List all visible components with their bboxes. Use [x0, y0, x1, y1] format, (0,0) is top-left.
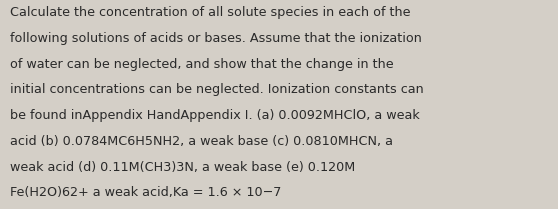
Text: weak acid (d) 0.11M(CH3)3N, a weak base (e) 0.120M: weak acid (d) 0.11M(CH3)3N, a weak base … [10, 161, 355, 173]
Text: initial concentrations can be neglected. Ionization constants can: initial concentrations can be neglected.… [10, 83, 424, 96]
Text: acid (b) 0.0784MC6H5NH2, a weak base (c) 0.0810MHCN, a: acid (b) 0.0784MC6H5NH2, a weak base (c)… [10, 135, 393, 148]
Text: be found inAppendix HandAppendix I. (a) 0.0092MHClO, a weak: be found inAppendix HandAppendix I. (a) … [10, 109, 420, 122]
Text: following solutions of acids or bases. Assume that the ionization: following solutions of acids or bases. A… [10, 32, 422, 45]
Text: Calculate the concentration of all solute species in each of the: Calculate the concentration of all solut… [10, 6, 411, 19]
Text: Fe(H2O)62+ a weak acid,Ka = 1.6 × 10−7: Fe(H2O)62+ a weak acid,Ka = 1.6 × 10−7 [10, 186, 281, 199]
Text: of water can be neglected, and show that the change in the: of water can be neglected, and show that… [10, 58, 394, 71]
